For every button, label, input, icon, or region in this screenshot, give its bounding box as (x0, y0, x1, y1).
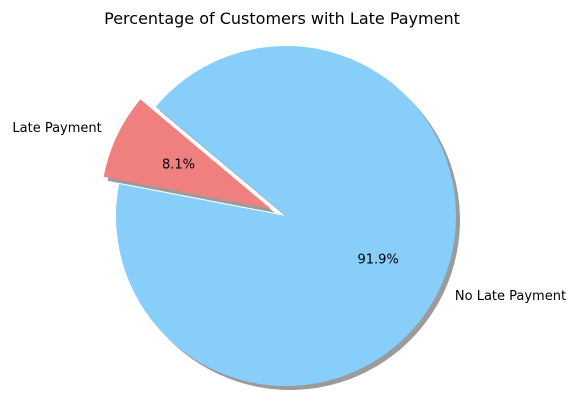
labels-group: Late Payment 8.1% No Late Payment 91.9% (12, 121, 566, 304)
slice-value-no-late-payment: 91.9% (357, 252, 398, 267)
slice-label-no-late-payment: No Late Payment (455, 289, 566, 304)
slice-no-late-payment (116, 45, 456, 387)
slice-late-payment (103, 99, 271, 209)
slice-label-late-payment: Late Payment (12, 121, 101, 136)
slice-value-late-payment: 8.1% (162, 157, 195, 172)
chart-title: Percentage of Customers with Late Paymen… (104, 9, 460, 28)
slices-group (103, 45, 456, 387)
